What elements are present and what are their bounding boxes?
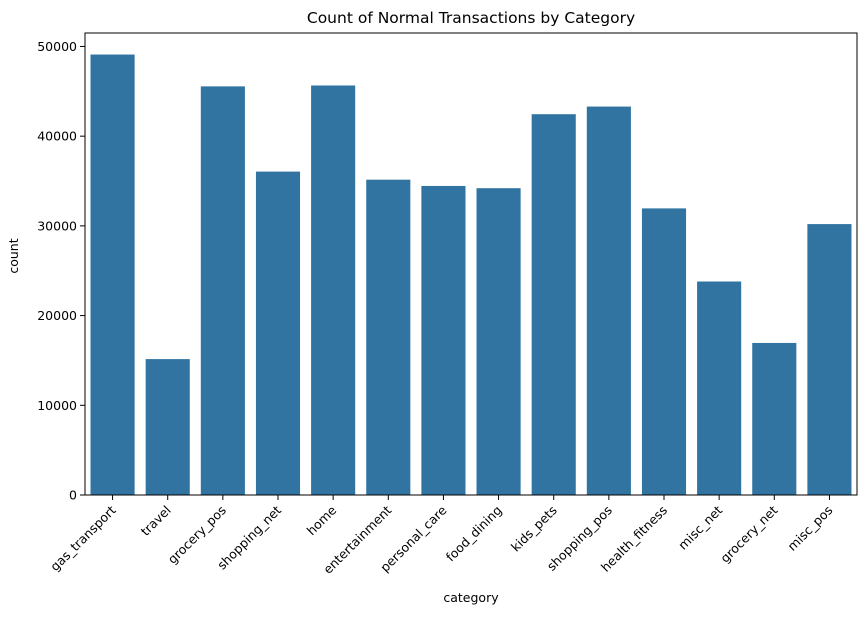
plot-frame [84, 32, 858, 496]
y-tick-label: 20000 [37, 308, 77, 323]
y-tick-label: 30000 [37, 218, 77, 233]
bar-misc_pos [807, 224, 852, 496]
bar-home [311, 85, 356, 495]
bar-entertainment [366, 179, 411, 496]
x-tick-label: misc_net [675, 502, 725, 552]
bar-kids_pets [531, 114, 576, 496]
bar-gas_transport [90, 54, 135, 496]
x-axis-ticks: gas_transport travelgrocery_posshopping_n… [47, 495, 836, 577]
bar-personal_care [421, 185, 466, 495]
y-axis-ticks: 0 10000 20000 30000 40000 50000 [37, 39, 85, 503]
bar-health_fitness [641, 208, 687, 495]
bar-food_dining [476, 188, 521, 496]
bar-grocery_net [752, 342, 797, 495]
bar-grocery_pos [200, 86, 245, 495]
bar-misc_net [697, 281, 742, 495]
bar-shopping_net [255, 171, 301, 495]
x-tick-label: gas_transport [47, 502, 119, 574]
x-tick-label: home [304, 502, 340, 538]
bar-shopping_pos [586, 106, 631, 496]
bar-travel [145, 359, 190, 495]
chart-title: Count of Normal Transactions by Category [307, 9, 635, 27]
x-tick-label: misc_pos [784, 503, 835, 554]
x-axis-label: category [443, 590, 499, 605]
bars [90, 54, 852, 496]
x-tick-label: kids_pets [508, 503, 560, 555]
x-tick-label: travel [138, 503, 174, 539]
y-tick-label: 50000 [37, 39, 77, 54]
x-tick-label: grocery_net [717, 502, 780, 565]
y-tick-label: 40000 [37, 129, 77, 144]
y-tick-label: 0 [69, 488, 77, 503]
x-tick-label: food_dining [443, 503, 505, 565]
y-tick-label: 10000 [37, 398, 77, 413]
y-axis-label: count [6, 238, 21, 273]
